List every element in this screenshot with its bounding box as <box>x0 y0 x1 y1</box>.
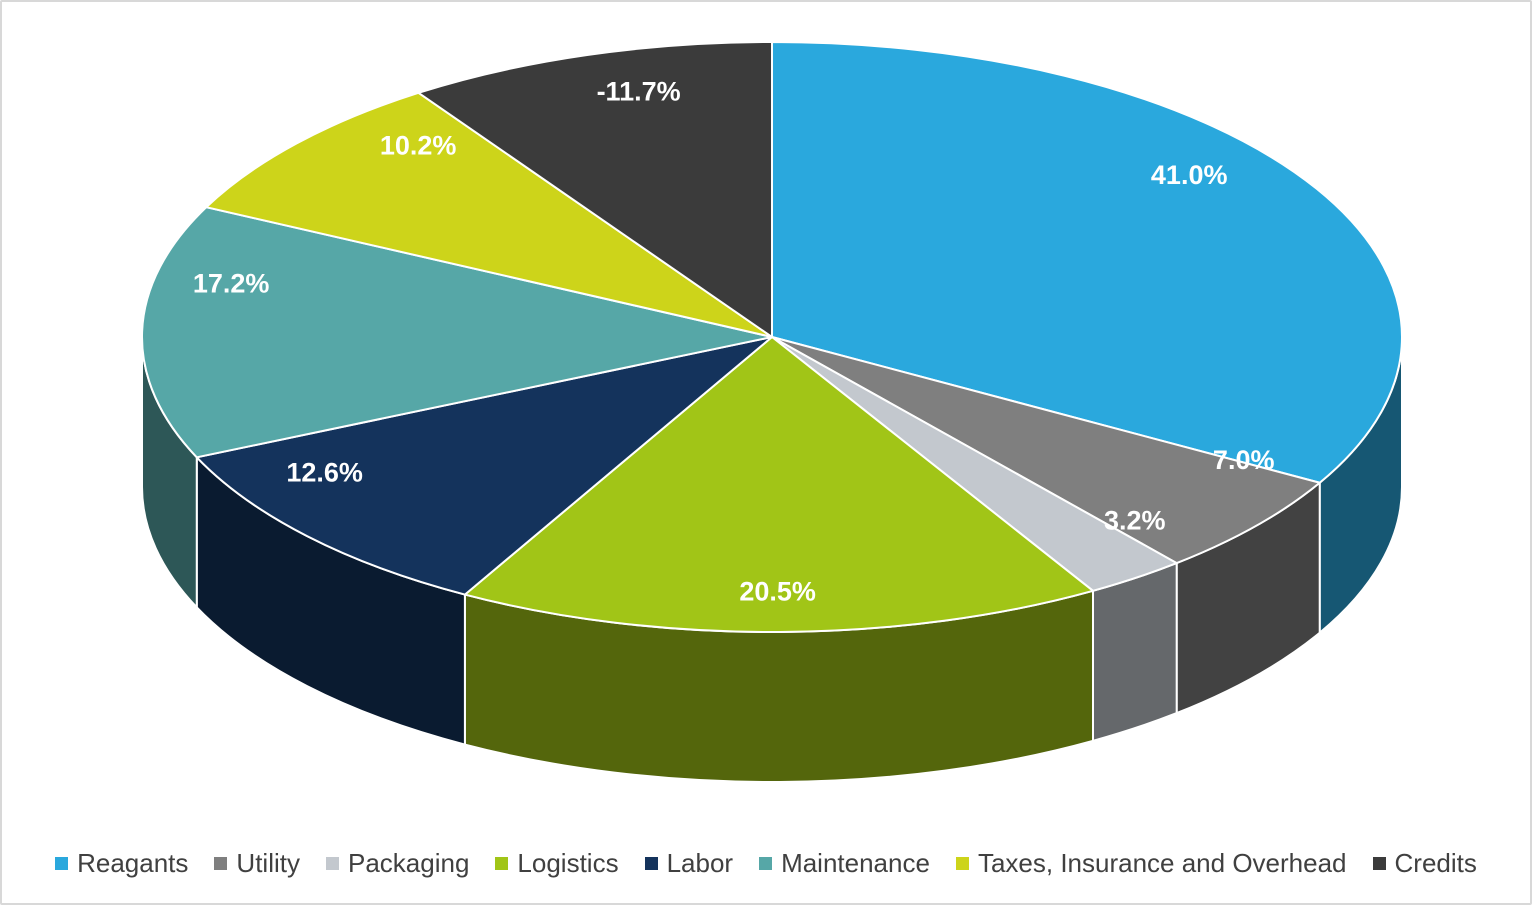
legend-item-reagants: Reagants <box>55 848 188 879</box>
data-label-maintenance: 17.2% <box>193 268 270 298</box>
pie-slice-logistics <box>463 336 1094 633</box>
data-label-utility: 7.0% <box>1213 445 1275 475</box>
data-label-credits: -11.7% <box>597 77 681 107</box>
data-label-labor: 12.6% <box>286 457 363 487</box>
legend-label: Reagants <box>77 848 189 878</box>
legend-label: Utility <box>236 848 300 878</box>
pie-slice-credits <box>417 41 773 338</box>
legend-swatch-packaging <box>325 857 339 870</box>
legend-swatch-logistics <box>495 857 509 870</box>
pie-slice-utility <box>771 336 1321 565</box>
legend-label: Taxes, Insurance and Overhead <box>977 848 1347 878</box>
legend-label: Packaging <box>347 848 470 878</box>
data-label-packaging: 3.2% <box>1104 506 1166 536</box>
legend-item-credits: Credits <box>1372 848 1477 879</box>
legend-label: Labor <box>666 848 734 878</box>
legend-item-utility: Utility <box>214 848 300 879</box>
legend-item-logistics: Logistics <box>495 848 619 879</box>
legend-label: Maintenance <box>781 848 930 878</box>
pie-chart-3d: 41.0% 7.0% 3.2% 20.5% 12.6% 17.2% 10.2% -11.7% <box>140 41 1403 783</box>
legend-swatch-utility <box>214 857 228 870</box>
pie-slice-labor <box>195 336 773 596</box>
legend-label: Credits <box>1394 848 1477 878</box>
pie-slice-reagants <box>771 41 1403 484</box>
legend-swatch-labor <box>644 857 658 870</box>
legend-item-labor: Labor <box>644 848 734 879</box>
legend-swatch-reagants <box>55 857 69 870</box>
data-label-taxes-insurance-and-overhead: 10.2% <box>380 131 457 161</box>
pie-slice-maintenance <box>140 206 773 459</box>
pie-slice-wall-packaging <box>1092 562 1178 742</box>
data-label-logistics: 20.5% <box>739 577 816 607</box>
legend-item-maintenance: Maintenance <box>759 848 930 879</box>
pie-slice-taxes-insurance-and-overhead <box>205 91 773 338</box>
legend-label: Logistics <box>517 848 619 878</box>
legend-item-taxes-insurance-and-overhead: Taxes, Insurance and Overhead <box>955 848 1347 879</box>
legend-swatch-taxes-insurance-and-overhead <box>955 857 969 870</box>
chart-legend: Reagants Utility Packaging Logistics Labor Ma… <box>2 848 1530 879</box>
legend-item-packaging: Packaging <box>325 848 470 879</box>
data-label-reagants: 41.0% <box>1151 160 1228 190</box>
legend-swatch-credits <box>1372 857 1386 870</box>
legend-swatch-maintenance <box>759 857 773 870</box>
